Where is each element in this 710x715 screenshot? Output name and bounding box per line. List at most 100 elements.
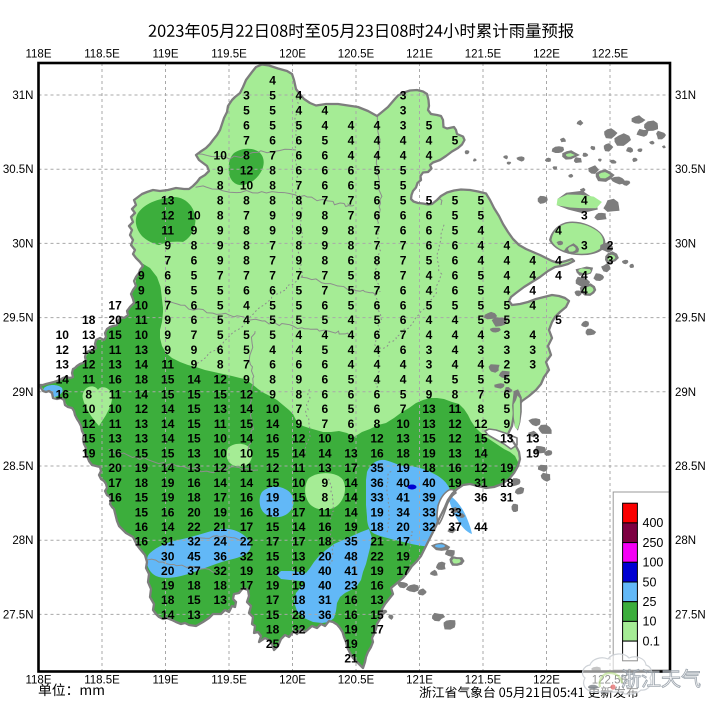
svg-text:32: 32 xyxy=(187,535,201,549)
svg-text:7: 7 xyxy=(322,194,329,208)
svg-text:6: 6 xyxy=(295,164,302,178)
svg-text:30.5N: 30.5N xyxy=(3,164,34,176)
svg-text:5: 5 xyxy=(374,313,381,327)
svg-text:4: 4 xyxy=(426,134,433,148)
svg-text:18: 18 xyxy=(135,476,149,490)
svg-text:19: 19 xyxy=(344,622,358,636)
svg-text:6: 6 xyxy=(400,313,407,327)
svg-text:17: 17 xyxy=(214,491,228,505)
svg-text:10: 10 xyxy=(135,328,149,342)
svg-text:5: 5 xyxy=(295,298,302,312)
svg-text:14: 14 xyxy=(161,417,175,431)
svg-text:6: 6 xyxy=(374,298,381,312)
svg-text:10: 10 xyxy=(82,402,96,416)
svg-text:4: 4 xyxy=(400,358,407,372)
svg-text:4: 4 xyxy=(478,358,485,372)
svg-text:120E: 120E xyxy=(279,49,306,61)
svg-text:5: 5 xyxy=(295,283,302,297)
svg-text:5: 5 xyxy=(400,194,407,208)
svg-text:14: 14 xyxy=(318,447,332,461)
svg-text:14: 14 xyxy=(56,373,70,387)
svg-text:6: 6 xyxy=(426,239,433,253)
svg-text:6: 6 xyxy=(295,358,302,372)
svg-text:6: 6 xyxy=(322,149,329,163)
svg-text:15: 15 xyxy=(266,447,280,461)
svg-text:4: 4 xyxy=(555,269,562,283)
svg-text:18: 18 xyxy=(135,373,149,387)
svg-text:8: 8 xyxy=(322,254,329,268)
svg-text:120E: 120E xyxy=(279,675,306,687)
svg-text:13: 13 xyxy=(56,358,70,372)
svg-text:5: 5 xyxy=(452,373,459,387)
svg-text:13: 13 xyxy=(370,593,384,607)
svg-text:41: 41 xyxy=(344,564,358,578)
svg-text:7: 7 xyxy=(295,179,302,193)
svg-text:16: 16 xyxy=(108,373,122,387)
svg-text:11: 11 xyxy=(109,387,122,401)
svg-text:9: 9 xyxy=(138,283,145,297)
svg-text:18: 18 xyxy=(318,535,332,549)
svg-text:35: 35 xyxy=(370,461,384,475)
svg-text:4: 4 xyxy=(426,149,433,163)
svg-text:7: 7 xyxy=(269,254,276,268)
svg-text:15: 15 xyxy=(161,387,175,401)
svg-text:40: 40 xyxy=(422,476,436,490)
svg-text:7: 7 xyxy=(269,269,276,283)
svg-text:400: 400 xyxy=(643,516,664,530)
svg-text:5: 5 xyxy=(217,328,224,342)
svg-text:5: 5 xyxy=(478,283,485,297)
svg-text:6: 6 xyxy=(191,254,198,268)
svg-text:4: 4 xyxy=(426,373,433,387)
svg-text:15: 15 xyxy=(187,417,201,431)
svg-text:13: 13 xyxy=(187,447,201,461)
svg-text:4: 4 xyxy=(529,298,536,312)
svg-text:119.5E: 119.5E xyxy=(211,675,247,687)
svg-text:12: 12 xyxy=(240,387,254,401)
svg-text:4: 4 xyxy=(374,119,381,133)
svg-text:5: 5 xyxy=(452,298,459,312)
svg-text:17: 17 xyxy=(240,579,254,593)
svg-text:4: 4 xyxy=(374,149,381,163)
svg-text:4: 4 xyxy=(452,328,459,342)
svg-text:6: 6 xyxy=(426,209,433,223)
svg-text:19: 19 xyxy=(240,564,254,578)
svg-text:9: 9 xyxy=(348,432,355,446)
svg-text:22: 22 xyxy=(187,520,201,534)
svg-text:13: 13 xyxy=(82,343,96,357)
svg-text:118E: 118E xyxy=(25,49,51,61)
svg-text:7: 7 xyxy=(243,269,250,283)
svg-text:9: 9 xyxy=(243,373,250,387)
svg-text:30N: 30N xyxy=(12,238,33,250)
svg-text:4: 4 xyxy=(348,343,355,357)
svg-text:16: 16 xyxy=(344,593,358,607)
svg-text:3: 3 xyxy=(426,343,433,357)
svg-text:7: 7 xyxy=(400,239,407,253)
svg-text:5: 5 xyxy=(217,313,224,327)
svg-text:9: 9 xyxy=(191,224,198,238)
svg-text:5: 5 xyxy=(555,313,562,327)
svg-text:6: 6 xyxy=(503,387,510,401)
svg-text:20: 20 xyxy=(108,313,122,327)
svg-text:4: 4 xyxy=(322,104,329,118)
svg-text:17: 17 xyxy=(370,622,384,636)
svg-text:28N: 28N xyxy=(675,535,696,547)
svg-text:14: 14 xyxy=(135,387,149,401)
svg-text:6: 6 xyxy=(374,328,381,342)
svg-text:48: 48 xyxy=(344,549,358,563)
svg-text:25: 25 xyxy=(266,637,280,651)
svg-text:6: 6 xyxy=(217,343,224,357)
svg-text:13: 13 xyxy=(82,328,96,342)
svg-text:17: 17 xyxy=(108,476,122,490)
svg-text:121.5E: 121.5E xyxy=(465,675,502,687)
svg-text:5: 5 xyxy=(217,298,224,312)
svg-text:14: 14 xyxy=(240,402,254,416)
svg-text:6: 6 xyxy=(322,358,329,372)
svg-text:6: 6 xyxy=(322,373,329,387)
svg-text:9: 9 xyxy=(295,254,302,268)
svg-text:7: 7 xyxy=(243,358,250,372)
svg-text:18: 18 xyxy=(266,564,280,578)
svg-text:13: 13 xyxy=(135,417,149,431)
svg-text:34: 34 xyxy=(396,505,410,519)
svg-text:3: 3 xyxy=(426,358,433,372)
svg-text:12: 12 xyxy=(135,402,149,416)
